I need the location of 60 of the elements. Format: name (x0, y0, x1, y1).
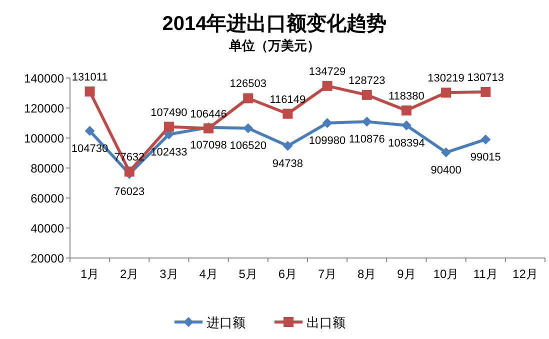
point (282, 140, 293, 151)
data-label: 130713 (467, 72, 504, 84)
data-label: 76023 (114, 186, 145, 198)
point (322, 80, 332, 91)
x-tick-label: 2月 (120, 267, 139, 281)
point (362, 90, 372, 100)
legend-label: 出口额 (306, 315, 346, 330)
data-label: 108394 (388, 137, 425, 150)
chart-subtitle: 单位（万美元） (228, 38, 320, 53)
data-label: 128723 (348, 74, 386, 87)
x-tick-label: 5月 (238, 267, 258, 281)
x-tick-label: 6月 (278, 267, 298, 281)
x-tick-label: 1月 (80, 267, 100, 281)
y-tick-label: 20000 (30, 252, 64, 266)
data-label: 118380 (388, 90, 424, 102)
point (480, 86, 491, 97)
x-tick-label: 8月 (358, 267, 376, 281)
point (243, 123, 254, 134)
x-tick-label: 9月 (397, 267, 416, 281)
data-label: 134729 (308, 66, 346, 78)
chart-title: 2014年进出口额变化趋势 (162, 12, 387, 35)
point (164, 122, 174, 132)
data-label: 130219 (428, 72, 464, 85)
x-tick-label: 12月 (512, 267, 538, 281)
data-label: 106446 (190, 108, 227, 120)
y-tick-label: 40000 (30, 222, 64, 236)
data-label: 106520 (230, 140, 266, 152)
data-label: 116149 (270, 94, 306, 106)
y-tick-label: 80000 (30, 162, 64, 176)
data-label: 126503 (230, 78, 266, 90)
data-label: 94738 (272, 158, 304, 170)
point (84, 86, 95, 96)
x-tick-label: 4月 (199, 267, 218, 281)
point (480, 134, 491, 144)
data-label: 90400 (430, 164, 462, 176)
y-tick-label: 120000 (24, 102, 64, 116)
point (441, 88, 452, 98)
legend-label: 进口额 (206, 315, 246, 330)
point (84, 126, 95, 136)
y-tick-label: 140000 (24, 72, 64, 86)
point (401, 120, 412, 130)
point (401, 105, 412, 116)
x-tick-label: 3月 (160, 267, 178, 281)
x-tick-label: 10月 (433, 267, 459, 281)
data-label: 107098 (190, 139, 227, 152)
data-label: 107490 (150, 106, 188, 119)
data-label: 110876 (348, 134, 385, 146)
point (322, 118, 332, 128)
data-label: 109980 (308, 135, 346, 148)
x-tick-label: 11月 (473, 267, 498, 281)
x-tick-label: 7月 (318, 267, 337, 281)
point (243, 93, 254, 104)
point (441, 147, 452, 158)
point (362, 116, 372, 127)
data-label: 131011 (72, 71, 108, 84)
y-tick-label: 100000 (24, 132, 64, 146)
point (282, 108, 293, 119)
data-label: 102433 (150, 146, 188, 158)
data-label: 99015 (470, 151, 501, 164)
y-tick-label: 60000 (30, 192, 64, 206)
